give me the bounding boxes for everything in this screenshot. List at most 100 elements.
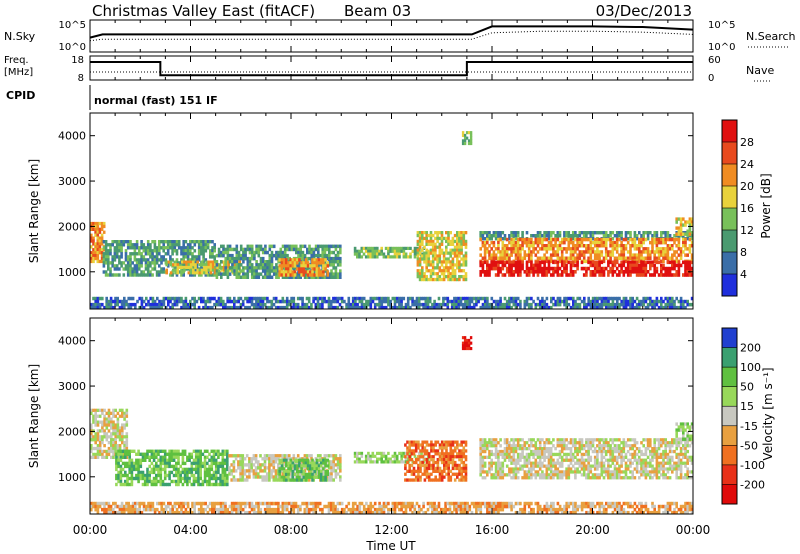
figure-title: Christmas Valley East (fitACF) (92, 2, 315, 20)
scatter-region-8 (461, 336, 473, 351)
scatter-region-6 (416, 231, 468, 282)
velocity-colorbar-label: Velocity [m s⁻¹] (761, 367, 775, 460)
velocity-colorbar-swatch (722, 425, 737, 446)
range-tick-label: 2000 (58, 425, 86, 438)
velocity-colorbar-frame (721, 327, 738, 505)
noise-tick-left-bottom: 10^0 (59, 42, 86, 53)
scatter-region-10 (90, 296, 694, 310)
freq-tick-right-top: 60 (708, 55, 721, 66)
freq-tick-left-bottom: 8 (78, 73, 84, 84)
nsky-line (89, 25, 694, 39)
scatter-region-12 (675, 217, 694, 236)
velocity-colorbar-tick-label: -200 (740, 478, 765, 491)
velocity-colorbar-tick-label: 15 (740, 400, 754, 413)
power-panel-frame (89, 112, 694, 310)
power-colorbar-swatch (722, 208, 737, 231)
range-tick-label: 4000 (58, 335, 86, 348)
velocity-colorbar-tick-label: -15 (740, 420, 758, 433)
freq-tick-left-top: 18 (71, 55, 84, 66)
cpid-label: CPID (6, 89, 35, 102)
velocity-colorbar-swatch (722, 328, 737, 348)
x-tick-label: 04:00 (173, 523, 208, 537)
velocity-colorbar-swatch (722, 386, 737, 407)
velocity-colorbar: 200 100 50 15 -15 -50 -100 -200 (721, 327, 765, 505)
x-tick-label: 20:00 (575, 523, 610, 537)
beam-label: Beam 03 (344, 2, 411, 20)
x-axis-ticks: 00:00 04:00 08:00 12:00 16:00 20:00 00:00 (73, 20, 711, 537)
noise-tick-right-top: 10^5 (708, 20, 735, 31)
noise-tick-right-bottom: 10^0 (708, 42, 735, 53)
velocity-colorbar-tick-label: 100 (740, 361, 761, 374)
power-colorbar-tick-label: 20 (740, 180, 754, 193)
nsearch-label: N.Search (746, 30, 796, 43)
velocity-colorbar-tick-label: 50 (740, 381, 754, 394)
velocity-colorbar-swatch (722, 347, 737, 368)
frequency-line (90, 61, 693, 77)
scatter-region-7 (90, 501, 694, 515)
range-tick-label: 3000 (58, 380, 86, 393)
power-colorbar-tick-label: 8 (740, 246, 747, 259)
power-colorbar-swatch (722, 142, 737, 165)
range-tick-label: 1000 (58, 266, 86, 279)
velocity-colorbar-swatch (722, 406, 737, 427)
scatter-region-8 (479, 237, 694, 264)
noise-lines (89, 25, 694, 42)
power-yticks: 1000 2000 3000 4000 (58, 130, 693, 279)
range-tick-label: 2000 (58, 220, 86, 233)
range-tick-label: 3000 (58, 175, 86, 188)
nave-label: Nave (746, 64, 774, 77)
power-colorbar-tick-label: 4 (740, 268, 747, 281)
x-tick-label: 16:00 (475, 523, 510, 537)
velocity-colorbar-swatch (722, 367, 737, 387)
nsky-label: N.Sky (4, 30, 36, 43)
x-tick-label: 12:00 (374, 523, 409, 537)
freq-label-line2: [MHz] (4, 67, 33, 78)
x-tick-label: 00:00 (676, 523, 711, 537)
power-colorbar-tick-label: 16 (740, 202, 754, 215)
power-colorbar-swatch (722, 252, 737, 275)
freq-tick-right-bottom: 0 (708, 73, 714, 84)
power-colorbar-tick-label: 24 (740, 158, 754, 171)
scatter-region-5 (404, 440, 468, 482)
power-colorbar-swatch (722, 274, 737, 297)
x-tick-label: 08:00 (274, 523, 309, 537)
range-tick-label: 4000 (58, 130, 86, 143)
power-colorbar-tick-label: 12 (740, 224, 754, 237)
velocity-panel-frame (89, 317, 694, 515)
scatter-region-9 (675, 422, 694, 441)
power-colorbar-swatch (722, 120, 737, 143)
power-heatmap (90, 131, 694, 310)
velocity-colorbar-tick-label: -100 (740, 459, 765, 472)
power-colorbar-swatch (722, 230, 737, 253)
scatter-region-9 (479, 260, 694, 277)
scatter-region-0 (90, 408, 129, 459)
scatter-region-11 (461, 131, 473, 146)
power-colorbar-swatch (722, 186, 737, 209)
power-colorbar-swatch (722, 164, 737, 187)
freq-lines (90, 61, 693, 77)
velocity-colorbar-swatch (722, 464, 737, 485)
date-label: 03/Dec/2013 (596, 2, 692, 20)
velocity-ylabel: Slant Range [km] (27, 364, 41, 468)
freq-label-line1: Freq. (4, 55, 29, 66)
velocity-yticks: 1000 2000 3000 4000 (58, 335, 693, 484)
scatter-region-3 (215, 244, 342, 279)
cpid-value: normal (fast) 151 IF (94, 94, 218, 107)
power-colorbar-label: Power [dB] (759, 173, 773, 238)
scatter-region-1 (115, 449, 229, 487)
velocity-colorbar-swatch (722, 484, 737, 505)
scatter-region-3 (278, 458, 330, 482)
x-tick-label: 00:00 (73, 523, 108, 537)
scatter-region-4 (278, 258, 330, 277)
x-axis-label: Time UT (365, 539, 416, 553)
nsearch-line (89, 30, 694, 42)
power-ylabel: Slant Range [km] (27, 159, 41, 263)
velocity-colorbar-tick-label: -50 (740, 439, 758, 452)
velocity-colorbar-swatch (722, 445, 737, 466)
power-colorbar-tick-label: 28 (740, 136, 754, 149)
range-tick-label: 1000 (58, 471, 86, 484)
velocity-colorbar-tick-label: 200 (740, 342, 761, 355)
velocity-heatmap (90, 336, 694, 515)
power-colorbar: 4 8 12 16 20 24 28 (721, 119, 754, 297)
